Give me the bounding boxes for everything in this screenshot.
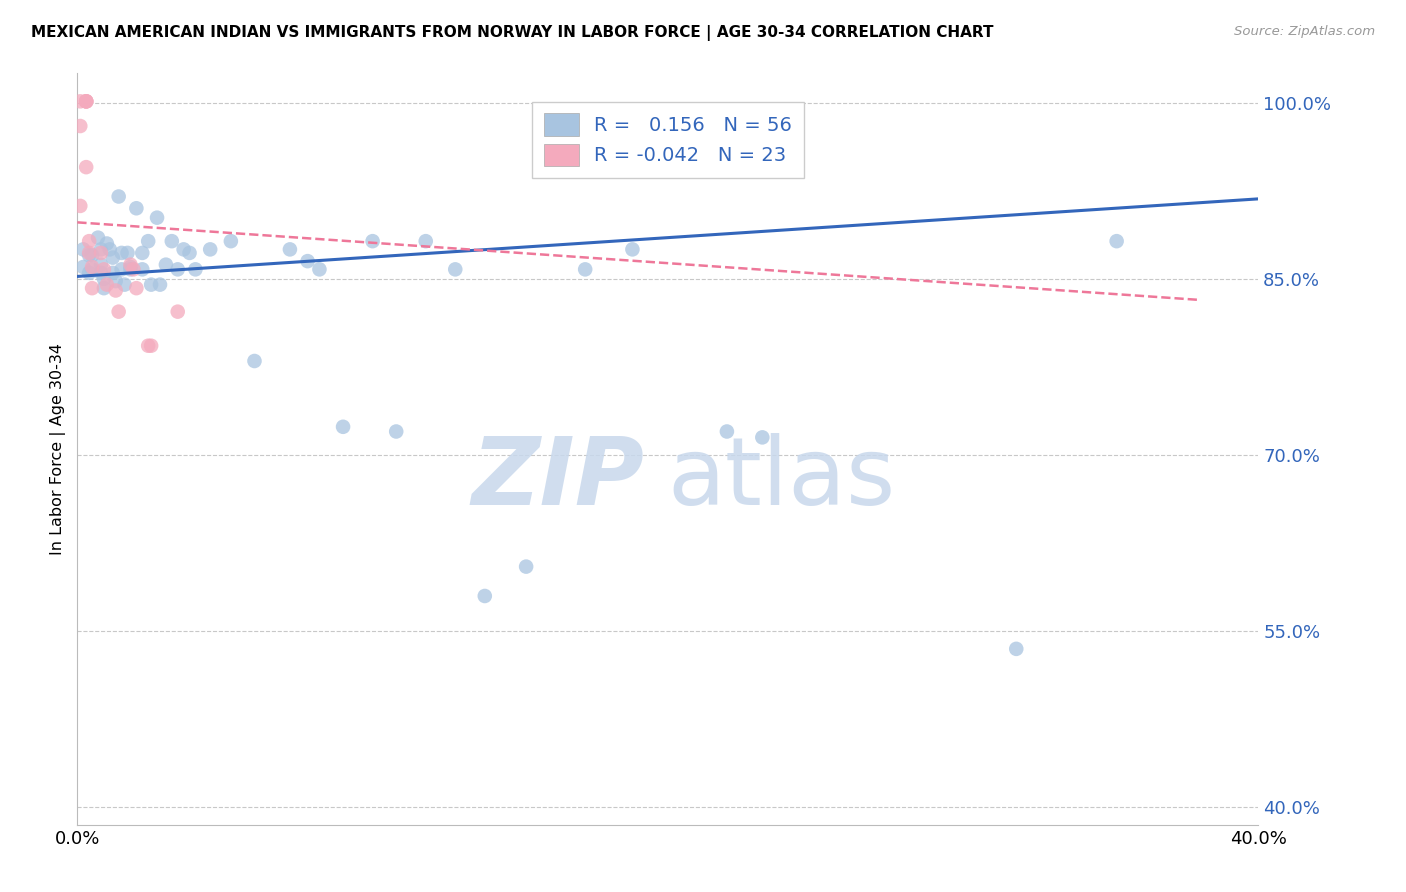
Point xyxy=(77,246,100,260)
Point xyxy=(90,246,112,260)
Point xyxy=(125,281,148,295)
Y-axis label: In Labor Force | Age 30-34: In Labor Force | Age 30-34 xyxy=(51,343,66,555)
Point xyxy=(77,266,100,280)
Point xyxy=(200,243,222,257)
Point xyxy=(184,262,207,277)
Point xyxy=(1005,641,1028,656)
Point xyxy=(90,266,112,280)
Point xyxy=(69,95,91,109)
Point xyxy=(114,277,136,292)
Point xyxy=(166,262,188,277)
Point xyxy=(131,262,153,277)
Point xyxy=(136,234,159,248)
Point xyxy=(82,262,104,277)
Text: ZIP: ZIP xyxy=(471,434,644,525)
Point xyxy=(173,243,195,257)
Point xyxy=(141,277,163,292)
Point xyxy=(77,234,100,248)
Point xyxy=(166,304,188,318)
Point xyxy=(82,248,104,262)
Point xyxy=(107,189,129,203)
Legend: R =   0.156   N = 56, R = -0.042   N = 23: R = 0.156 N = 56, R = -0.042 N = 23 xyxy=(531,102,804,178)
Point xyxy=(219,234,242,248)
Point xyxy=(75,95,97,109)
Point xyxy=(96,236,118,251)
Point xyxy=(278,243,301,257)
Point xyxy=(101,251,124,265)
Point xyxy=(93,272,115,286)
Point xyxy=(87,230,110,244)
Point xyxy=(515,559,537,574)
Point xyxy=(146,211,169,225)
Point xyxy=(332,419,354,434)
Point xyxy=(72,243,94,257)
Point xyxy=(75,95,97,109)
Point xyxy=(75,95,97,109)
Point xyxy=(72,260,94,274)
Text: atlas: atlas xyxy=(668,434,896,525)
Point xyxy=(179,246,201,260)
Point xyxy=(82,260,104,274)
Text: MEXICAN AMERICAN INDIAN VS IMMIGRANTS FROM NORWAY IN LABOR FORCE | AGE 30-34 COR: MEXICAN AMERICAN INDIAN VS IMMIGRANTS FR… xyxy=(31,25,994,41)
Point xyxy=(107,304,129,318)
Point xyxy=(111,262,132,277)
Point xyxy=(75,160,97,174)
Point xyxy=(93,262,115,277)
Point xyxy=(120,260,142,274)
Point xyxy=(149,277,172,292)
Text: Source: ZipAtlas.com: Source: ZipAtlas.com xyxy=(1234,25,1375,38)
Point xyxy=(104,284,127,298)
Point xyxy=(93,281,115,295)
Point xyxy=(297,254,319,268)
Point xyxy=(101,266,124,280)
Point xyxy=(574,262,596,277)
Point xyxy=(120,258,142,272)
Point xyxy=(111,246,132,260)
Point xyxy=(716,425,738,439)
Point xyxy=(160,234,183,248)
Point xyxy=(131,246,153,260)
Point xyxy=(125,201,148,215)
Point xyxy=(98,243,121,257)
Point xyxy=(90,243,112,257)
Point xyxy=(69,199,91,213)
Point xyxy=(155,258,177,272)
Point xyxy=(75,95,97,109)
Point xyxy=(122,262,145,277)
Point xyxy=(444,262,467,277)
Point xyxy=(751,430,773,444)
Point xyxy=(385,425,408,439)
Point xyxy=(243,354,266,368)
Point xyxy=(77,248,100,262)
Point xyxy=(96,277,118,292)
Point xyxy=(141,339,163,353)
Point xyxy=(415,234,437,248)
Point xyxy=(621,243,644,257)
Point xyxy=(1105,234,1128,248)
Point xyxy=(136,339,159,353)
Point xyxy=(361,234,384,248)
Point xyxy=(82,281,104,295)
Point xyxy=(90,258,112,272)
Point xyxy=(117,246,139,260)
Point xyxy=(120,262,142,277)
Point xyxy=(104,274,127,288)
Point xyxy=(308,262,330,277)
Point xyxy=(474,589,496,603)
Point xyxy=(69,119,91,133)
